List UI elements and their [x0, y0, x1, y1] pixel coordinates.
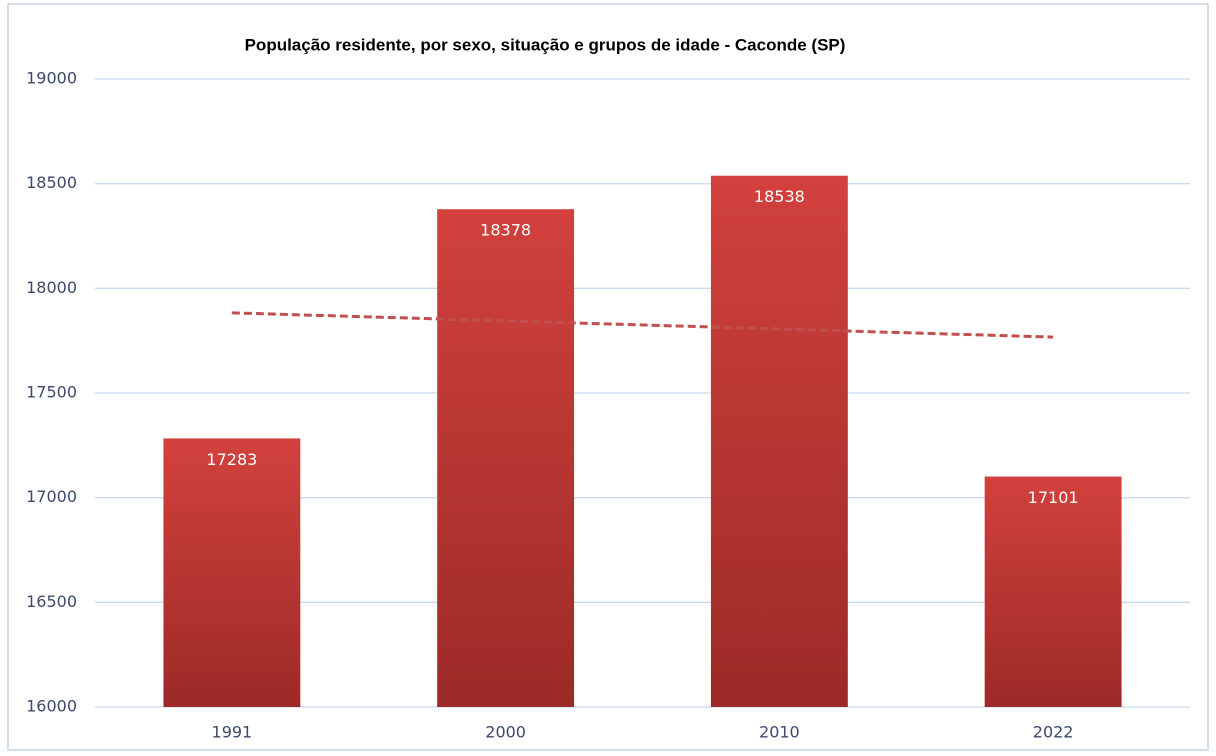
y-tick-label: 18000 — [26, 278, 77, 297]
y-tick-label: 17000 — [26, 487, 77, 506]
data-label: 17101 — [1028, 488, 1079, 507]
y-tick-label: 17500 — [26, 383, 77, 402]
x-tick-label: 2000 — [485, 723, 526, 742]
trendline — [231, 311, 1054, 339]
bar — [163, 438, 301, 707]
y-tick-label: 19000 — [26, 69, 77, 88]
y-tick-label: 16000 — [26, 697, 77, 716]
bar — [437, 209, 575, 708]
y-tick-label: 16500 — [26, 592, 77, 611]
data-label: 17283 — [206, 450, 257, 469]
x-tick-label: 1991 — [212, 723, 253, 742]
x-tick-label: 2010 — [759, 723, 800, 742]
data-label: 18378 — [480, 221, 531, 240]
data-label: 18538 — [754, 187, 805, 206]
chart-title: População residente, por sexo, situação … — [245, 35, 846, 54]
x-tick-label: 2022 — [1033, 723, 1074, 742]
bar — [710, 175, 848, 707]
bar — [984, 476, 1122, 707]
y-tick-label: 18500 — [26, 173, 77, 192]
